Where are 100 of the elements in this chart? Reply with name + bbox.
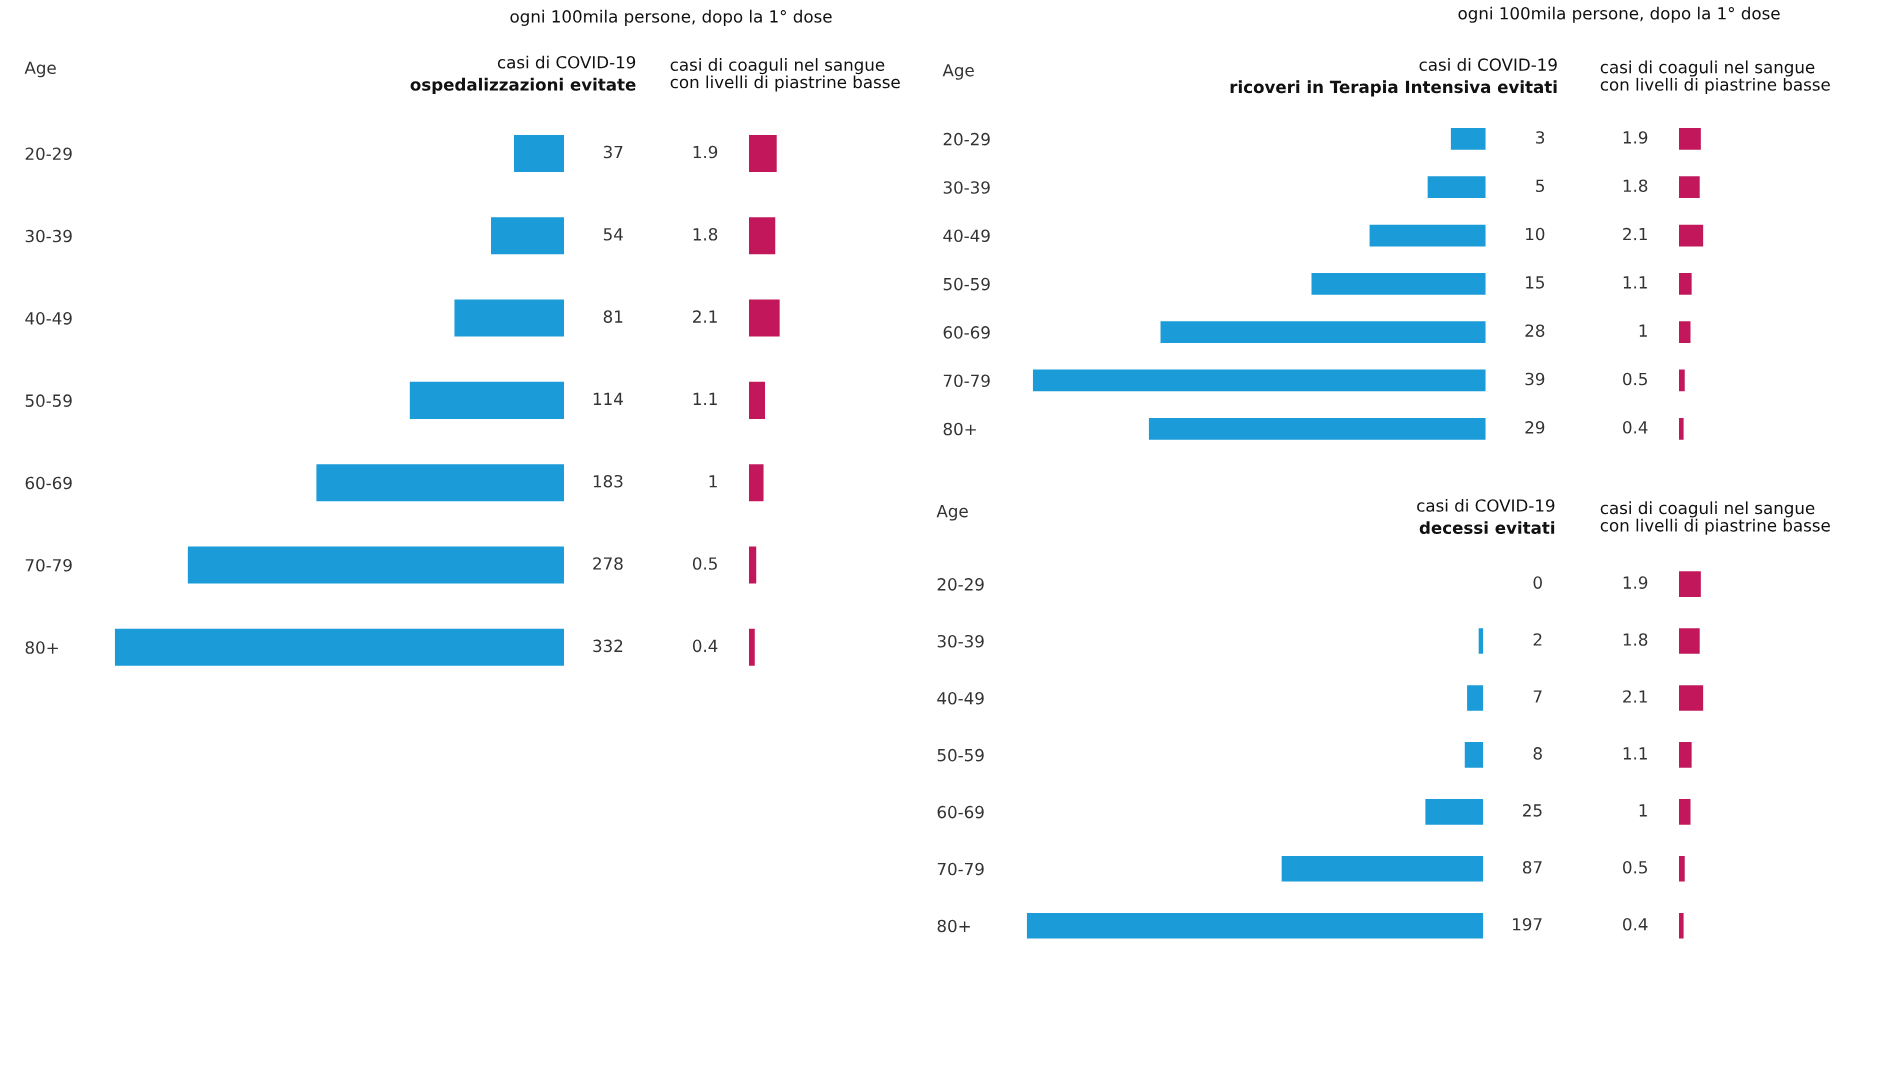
bar	[1678, 128, 1701, 150]
bar	[1678, 685, 1704, 711]
data-label: 10	[1526, 227, 1545, 241]
data-label: 54	[603, 228, 623, 241]
bar	[1678, 176, 1700, 199]
bar	[114, 628, 565, 666]
y-tick-label: 80+	[937, 919, 970, 933]
y-tick-label: 60-69	[25, 476, 72, 490]
data-label: 1.1	[1623, 276, 1647, 289]
bar	[514, 134, 565, 172]
data-label: 0.5	[1623, 861, 1647, 874]
data-label: 278	[593, 557, 623, 570]
data-label: 39	[1525, 372, 1545, 386]
y-tick-label: 30-39	[25, 229, 72, 243]
data-label: 114	[593, 392, 623, 405]
data-label: 2	[1533, 633, 1542, 646]
bar	[1425, 799, 1484, 825]
data-label: 1	[1639, 804, 1647, 817]
y-axis-title: Age	[942, 64, 974, 80]
bar	[1311, 272, 1486, 295]
data-label: 1.9	[693, 145, 718, 159]
bar	[1281, 855, 1484, 882]
bar	[1369, 224, 1486, 247]
data-label: 29	[1525, 421, 1545, 434]
data-label: 87	[1522, 861, 1542, 874]
data-label: 15	[1526, 276, 1544, 289]
bar	[1026, 912, 1484, 939]
bar	[454, 299, 565, 337]
data-label: 2.1	[693, 310, 717, 323]
data-label: 1.1	[693, 392, 717, 405]
bar	[1678, 321, 1691, 344]
bar	[1678, 272, 1692, 295]
bar	[1032, 369, 1486, 392]
y-tick-label: 40-49	[937, 691, 984, 705]
y-tick-label: 30-39	[937, 634, 984, 648]
bar	[748, 299, 780, 337]
y-tick-label: 70-79	[937, 862, 984, 876]
y-tick-label: 60-69	[937, 805, 984, 819]
data-label: 0.5	[692, 557, 717, 570]
bar	[1427, 176, 1486, 199]
bar	[1464, 742, 1484, 768]
bar	[1148, 417, 1486, 440]
data-label: 1.9	[1623, 576, 1648, 589]
data-label: 3	[1536, 131, 1545, 144]
bar	[748, 628, 755, 666]
bar	[1678, 855, 1685, 882]
bar	[187, 546, 565, 584]
bar	[491, 217, 565, 255]
bar	[1678, 571, 1701, 597]
text: ogni 100mila persone, dopo la 1° dose	[1458, 6, 1780, 23]
y-tick-label: 60-69	[943, 326, 990, 339]
y-tick-label: 50-59	[943, 277, 990, 291]
y-tick-label: 30-39	[943, 181, 990, 194]
chart-subtitle: casi di coaguli nel sangue con livelli di piastrine basse	[1600, 60, 1830, 95]
y-axis-title: Age	[936, 504, 968, 521]
bar	[748, 464, 764, 502]
data-label: 332	[593, 639, 623, 653]
chart-subtitle: casi di COVID-19	[497, 55, 636, 69]
chart-subtitle: casi di COVID-19	[1417, 498, 1555, 512]
text: ricoveri in Terapia Intensiva evitati	[1230, 80, 1557, 97]
text: decessi evitati	[1419, 521, 1555, 535]
text: ospedalizzazioni evitate	[410, 77, 636, 94]
data-label: 0.5	[1623, 372, 1647, 386]
bar	[1678, 369, 1685, 392]
y-tick-label: 80+	[943, 422, 976, 436]
bar	[1678, 417, 1684, 440]
y-tick-label: 20-29	[937, 578, 984, 591]
y-tick-label: 70-79	[943, 374, 990, 388]
bar	[316, 464, 565, 502]
bar	[1678, 628, 1700, 654]
y-tick-label: 20-29	[25, 147, 72, 161]
data-label: 0	[1533, 576, 1542, 589]
data-label: 0.4	[692, 639, 718, 653]
data-label: 25	[1523, 804, 1542, 817]
bar	[1160, 321, 1486, 344]
data-label: 0.4	[1623, 917, 1648, 931]
y-tick-label: 40-49	[25, 312, 72, 325]
bar	[1678, 799, 1691, 825]
bar	[1467, 685, 1484, 711]
y-tick-label: 80+	[25, 641, 58, 654]
bar	[1678, 912, 1684, 939]
chart-subtitle: casi di coaguli nel sangue con livelli di piastrine basse	[670, 58, 900, 92]
data-label: 2.1	[1623, 227, 1647, 241]
data-label: 7	[1533, 690, 1542, 703]
data-label: 37	[603, 145, 623, 159]
bar	[748, 217, 776, 255]
chart-subtitle: casi di COVID-19	[1419, 58, 1557, 71]
y-axis-title: Age	[24, 61, 56, 78]
data-label: 8	[1533, 747, 1542, 760]
bar	[748, 381, 766, 419]
data-label: 2.1	[1623, 690, 1647, 703]
bar	[748, 134, 777, 172]
data-label: 5	[1536, 179, 1544, 193]
bar	[1678, 224, 1704, 247]
data-label: 1.9	[1623, 131, 1648, 144]
y-tick-label: 70-79	[25, 558, 72, 572]
data-label: 1.8	[693, 228, 718, 241]
data-label: 183	[593, 474, 623, 488]
data-label: 1	[709, 475, 717, 488]
data-label: 81	[603, 310, 623, 323]
